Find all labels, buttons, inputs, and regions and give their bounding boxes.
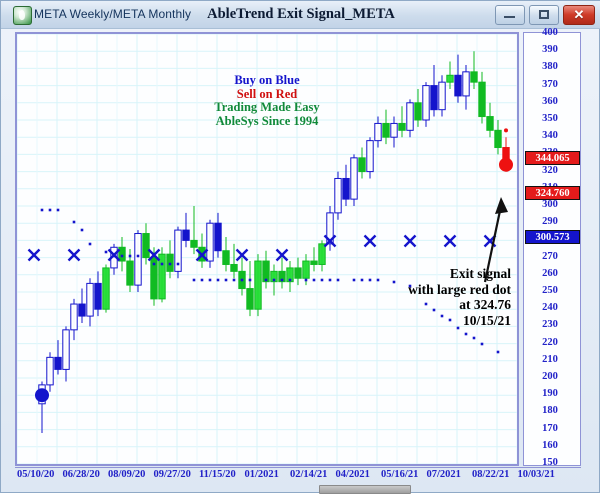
price-tick-400: 400	[542, 27, 558, 38]
price-tick-270: 270	[542, 250, 558, 262]
price-tick-180: 180	[542, 405, 558, 417]
price-tick-300: 300	[542, 199, 558, 210]
series-meta-weekly-ohlc	[38, 51, 510, 434]
price-tick-260: 260	[542, 267, 558, 279]
maximize-icon	[539, 10, 549, 19]
date-tick-4: 11/15/20	[199, 469, 236, 480]
date-tick-9: 07/2021	[426, 469, 461, 480]
price-tick-240: 240	[542, 302, 558, 314]
price-tick-220: 220	[542, 336, 558, 348]
date-tick-11: 10/03/21	[517, 469, 555, 480]
date-tick-5: 01/2021	[244, 469, 279, 480]
price-axis[interactable]: 4003903803703603503403303203103002902802…	[523, 27, 581, 468]
annotation-line-1: with large red dot	[408, 281, 511, 297]
annotation-arrow-icon	[483, 197, 508, 283]
series-blue-x-markers	[27, 234, 497, 262]
price-tick-200: 200	[542, 371, 558, 382]
legend-line-2: Trading Made Easy	[214, 100, 320, 114]
date-tick-1: 06/28/20	[62, 469, 100, 480]
price-marker-0: 344.065	[525, 151, 580, 165]
date-axis-line	[15, 467, 581, 468]
series-small-red-dot	[504, 128, 508, 133]
price-tick-320: 320	[542, 164, 558, 176]
price-marker-2: 300.573	[525, 230, 580, 244]
chart-gridlines	[17, 34, 517, 464]
close-icon: ✕	[573, 7, 585, 22]
annotation-line-2: at 324.76	[459, 297, 511, 312]
annotation-line-0: Exit signal	[449, 266, 511, 281]
series-abletrend-stop-blue-dots-	[40, 208, 500, 354]
date-tick-3: 09/27/20	[153, 469, 191, 480]
price-tick-370: 370	[542, 78, 558, 90]
price-tick-230: 230	[542, 319, 558, 331]
date-tick-10: 08/22/21	[472, 469, 510, 480]
price-tick-190: 190	[542, 388, 558, 400]
price-tick-350: 350	[542, 113, 558, 124]
price-tick-340: 340	[542, 130, 558, 142]
price-tick-390: 390	[542, 44, 558, 56]
title-bar: META Weekly/META Monthly AbleTrend Exit …	[1, 1, 600, 29]
series-exit-signal-large-red-dot-	[499, 157, 513, 172]
maximize-button[interactable]	[529, 5, 559, 25]
date-tick-6: 02/14/21	[290, 469, 328, 480]
date-tick-7: 04/2021	[335, 469, 370, 480]
annotation-line-3: 10/15/21	[462, 312, 511, 328]
ablesys-leaf-icon	[13, 6, 32, 25]
window-title: AbleTrend Exit Signal_META	[207, 6, 395, 22]
chart-canvas	[17, 34, 517, 464]
price-tick-160: 160	[542, 439, 558, 451]
chart-plot-area[interactable]: Buy on Blue Sell on Red Trading Made Eas…	[15, 32, 519, 466]
chart-legend: Buy on Blue Sell on Red Trading Made Eas…	[17, 73, 517, 128]
window-controls: ✕	[495, 5, 595, 25]
date-tick-2: 08/09/20	[108, 469, 146, 480]
price-marker-1: 324.760	[525, 186, 580, 200]
date-axis[interactable]: 05/10/20 06/28/20 08/09/20 09/27/20 11/15/20…	[15, 467, 581, 483]
price-tick-360: 360	[542, 95, 558, 107]
price-tick-150: 150	[542, 457, 558, 468]
date-tick-8: 05/16/21	[381, 469, 419, 480]
minimize-button[interactable]	[495, 5, 525, 25]
close-button[interactable]: ✕	[563, 5, 595, 25]
price-tick-250: 250	[542, 285, 558, 296]
price-tick-210: 210	[542, 353, 558, 365]
legend-line-3: AbleSys Since 1994	[215, 113, 319, 128]
legend-line-0: Buy on Blue	[234, 73, 300, 87]
minimize-icon	[504, 16, 515, 18]
price-tick-170: 170	[542, 422, 558, 434]
legend-line-1: Sell on Red	[236, 86, 298, 101]
price-tick-290: 290	[542, 216, 558, 228]
date-tick-0: 05/10/20	[17, 469, 55, 480]
exit-signal-annotation: Exit signal with large red dot at 324.76…	[346, 266, 511, 328]
window-symbol-label: META Weekly/META Monthly	[34, 7, 192, 21]
series-buy-signal-large-blue-dot-	[35, 388, 49, 403]
price-tick-380: 380	[542, 61, 558, 73]
